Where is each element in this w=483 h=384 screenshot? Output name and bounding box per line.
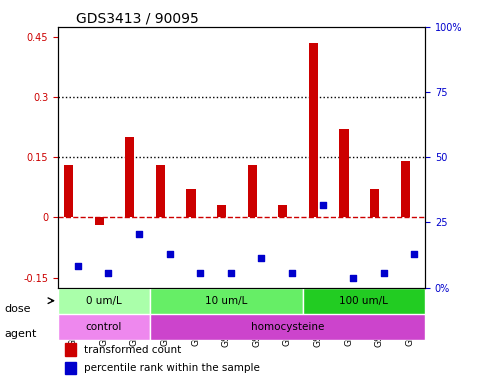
FancyBboxPatch shape [150, 288, 303, 314]
Point [197, 270, 204, 276]
Bar [309, 43, 318, 217]
Bar [125, 137, 134, 217]
Text: percentile rank within the sample: percentile rank within the sample [84, 363, 259, 373]
Bar [65, 343, 76, 356]
Bar [248, 165, 257, 217]
Bar [340, 129, 349, 217]
FancyBboxPatch shape [150, 314, 425, 340]
Point [166, 250, 173, 257]
FancyBboxPatch shape [303, 288, 425, 314]
Bar [400, 161, 410, 217]
Text: agent: agent [5, 329, 37, 339]
Point [349, 275, 357, 281]
Text: control: control [85, 322, 122, 332]
Bar [95, 217, 104, 225]
Bar [65, 362, 76, 374]
Point [135, 231, 143, 237]
Point [74, 263, 82, 269]
Text: GDS3413 / 90095: GDS3413 / 90095 [76, 12, 199, 26]
Text: 10 um/L: 10 um/L [205, 296, 247, 306]
Bar [64, 165, 73, 217]
Text: homocysteine: homocysteine [251, 322, 324, 332]
Point [257, 255, 265, 262]
Text: 0 um/L: 0 um/L [86, 296, 122, 306]
Point [319, 202, 327, 209]
Point [227, 270, 235, 276]
Point [288, 270, 296, 276]
FancyBboxPatch shape [58, 288, 150, 314]
Text: 100 um/L: 100 um/L [340, 296, 388, 306]
Bar [278, 205, 287, 217]
Text: transformed count: transformed count [84, 345, 181, 355]
Bar [217, 205, 226, 217]
Point [380, 270, 388, 276]
Point [104, 270, 112, 276]
Bar [186, 189, 196, 217]
Bar [156, 165, 165, 217]
Point [411, 250, 418, 257]
Text: dose: dose [5, 304, 31, 314]
FancyBboxPatch shape [58, 314, 150, 340]
Bar [370, 189, 379, 217]
